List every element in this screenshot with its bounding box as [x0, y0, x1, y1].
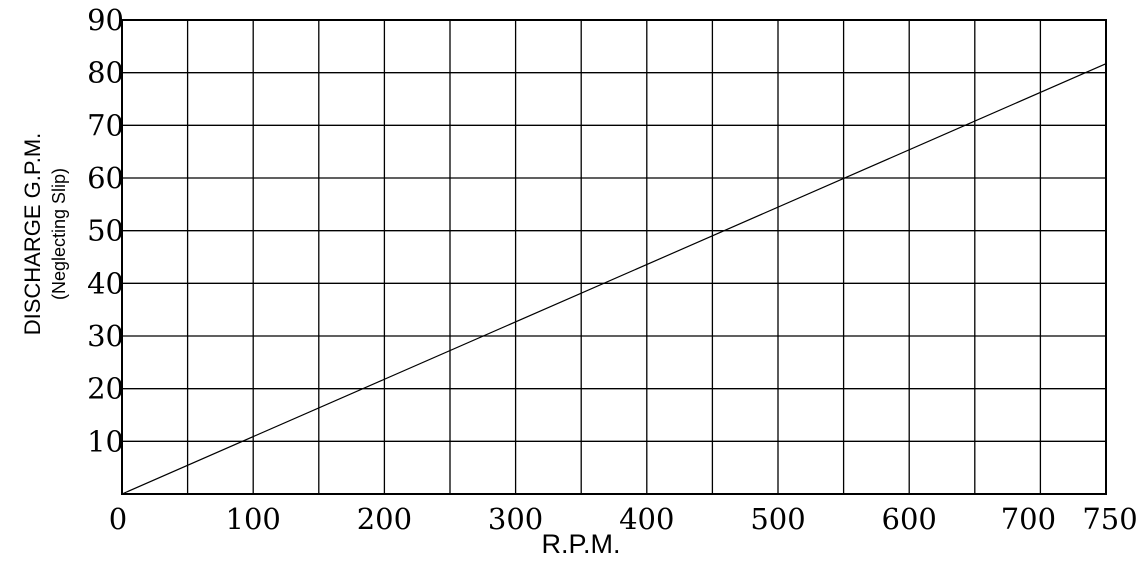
y-axis-sublabel: (Neglecting Slip) [49, 168, 69, 300]
y-tick-label: 90 [87, 3, 124, 37]
y-tick-label: 60 [87, 161, 124, 195]
y-tick-label: 70 [87, 108, 124, 142]
series-group [121, 63, 1107, 495]
x-tick-label: 600 [882, 502, 937, 536]
y-tick-label: 20 [87, 372, 124, 406]
plot-frame [121, 19, 1107, 495]
y-tick-label: 30 [87, 319, 124, 353]
y-axis-label: DISCHARGE G.P.M. [20, 133, 45, 336]
x-tick-label: 700 [1001, 502, 1056, 536]
x-tick-label: 400 [619, 502, 674, 536]
grid [122, 20, 1106, 494]
x-tick-label: 100 [226, 502, 281, 536]
x-tick-label: 300 [488, 502, 543, 536]
x-tick-labels: 0 100 200 300 400 500 600 700 750 [109, 502, 1138, 536]
x-tick-label: 500 [750, 502, 805, 536]
x-tick-label: 750 [1082, 502, 1137, 536]
series-line [121, 63, 1107, 495]
x-tick-label: 200 [357, 502, 412, 536]
y-tick-label: 80 [87, 56, 124, 90]
y-tick-labels: 10 20 30 40 50 60 70 80 90 [87, 3, 124, 458]
y-tick-label: 50 [87, 214, 124, 248]
x-axis-label: R.P.M. [541, 529, 620, 559]
y-tick-label: 40 [87, 266, 124, 300]
y-tick-label: 10 [87, 424, 124, 458]
plot-border [121, 19, 1107, 495]
x-tick-label: 0 [109, 502, 127, 536]
